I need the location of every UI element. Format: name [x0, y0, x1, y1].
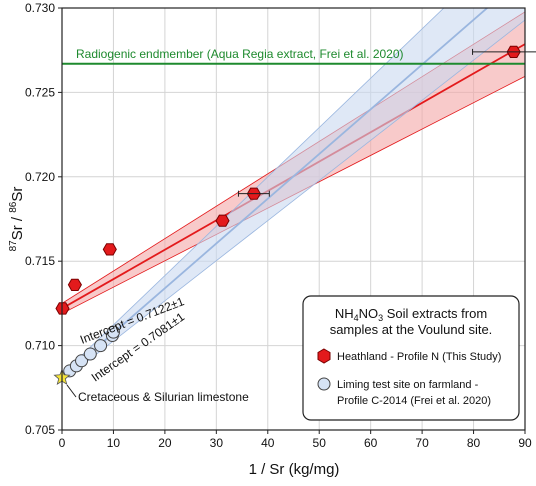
- legend-title-no: NO: [359, 306, 379, 321]
- legend-entry-heathland: Heathland - Profile N (This Study): [337, 351, 501, 363]
- legend: NH4NO3 Soil extracts from samples at the…: [302, 295, 520, 421]
- legend-box: [302, 295, 520, 421]
- legend-entry-liming-2: Profile C-2014 (Frei et al. 2020): [337, 395, 491, 407]
- y-tick-label: 0.715: [25, 254, 55, 268]
- liming-point: [94, 339, 108, 353]
- legend-title-line2: samples at the Voulund site.: [330, 322, 493, 337]
- legend-hexagon-marker: [317, 348, 331, 364]
- reference-line-label: Radiogenic endmember (Aqua Regia extract…: [76, 47, 404, 61]
- y-axis-sup1: 87: [8, 240, 19, 252]
- x-ticks: 0 10 20 30 40 50 60 70 80 90: [59, 430, 532, 450]
- legend-entry-liming-1: Liming test site on farmland -: [337, 379, 479, 391]
- legend-title-rest: Soil extracts from: [383, 306, 487, 321]
- y-tick-label: 0.710: [25, 339, 55, 353]
- data-points: [53, 45, 536, 385]
- y-axis-sup2: 86: [8, 201, 19, 213]
- heathland-point: [215, 214, 230, 227]
- legend-title-sub2: 3: [378, 313, 383, 323]
- limestone-leader: [66, 384, 77, 398]
- liming-point: [106, 325, 120, 339]
- liming-point: [75, 354, 89, 368]
- heathland-point: [67, 278, 82, 291]
- y-tick-label: 0.725: [25, 85, 55, 99]
- x-tick-label: 40: [261, 436, 275, 450]
- x-tick-label: 50: [313, 436, 327, 450]
- x-tick-label: 20: [158, 436, 172, 450]
- x-tick-label: 0: [59, 436, 66, 450]
- limestone-label: Cretaceous & Silurian limestone: [78, 390, 249, 404]
- x-tick-label: 60: [364, 436, 378, 450]
- confidence-bands: [62, 8, 525, 382]
- y-tick-label: 0.720: [25, 170, 55, 184]
- x-tick-label: 90: [518, 436, 532, 450]
- heathland-point: [102, 243, 117, 256]
- y-axis-end: Sr: [9, 187, 26, 202]
- liming-point: [83, 347, 97, 361]
- x-tick-label: 70: [415, 436, 429, 450]
- regression-line: [62, 8, 489, 379]
- plot-frame: [61, 7, 526, 431]
- legend-title-line1: NH4NO3 Soil extracts from: [335, 306, 487, 323]
- x-tick-label: 10: [107, 436, 121, 450]
- y-tick-label: 0.730: [25, 1, 55, 15]
- x-axis-title: 1 / Sr (kg/mg): [249, 461, 340, 478]
- legend-title-sub1: 4: [354, 313, 359, 323]
- x-tick-label: 80: [467, 436, 481, 450]
- y-axis-title: 87Sr / 86Sr: [8, 187, 26, 252]
- y-axis-mid: Sr /: [9, 213, 26, 241]
- legend-circle-marker: [317, 377, 331, 391]
- x-tick-label: 30: [210, 436, 224, 450]
- y-tick-label: 0.705: [25, 423, 55, 437]
- confidence-band: [62, 8, 525, 382]
- legend-title-nh: NH: [335, 306, 354, 321]
- y-ticks: 0.705 0.710 0.715 0.720 0.725 0.730: [25, 1, 62, 437]
